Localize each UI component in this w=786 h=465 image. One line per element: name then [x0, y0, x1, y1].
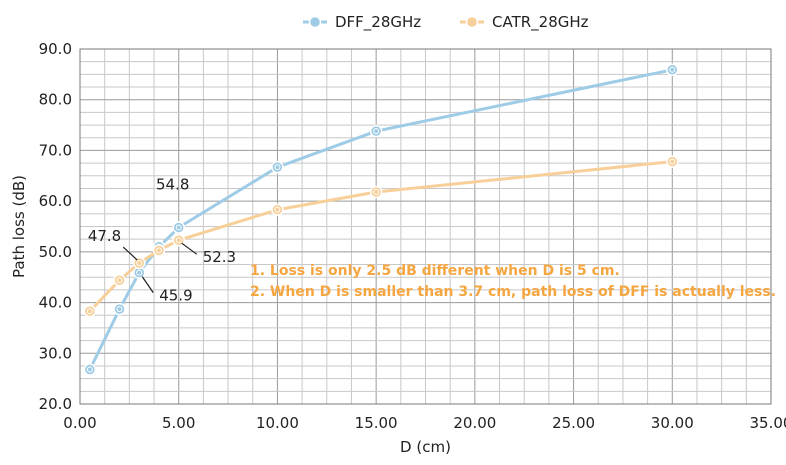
- data-labels: 54.8 47.8 52.3 45.9: [88, 176, 236, 305]
- y-axis-label: Path loss (dB): [10, 175, 28, 278]
- grid: [79, 48, 772, 405]
- data-point: [369, 124, 383, 138]
- data-point-center: [669, 158, 676, 165]
- data-point: [172, 233, 185, 247]
- x-tick-label: 30.00: [651, 414, 694, 432]
- x-tick-label: 35.00: [750, 414, 786, 432]
- legend-entry: DFF_28GHz: [335, 13, 421, 32]
- data-label: 45.9: [159, 287, 192, 305]
- y-tick-label: 90.0: [39, 40, 72, 58]
- data-point-center: [274, 206, 281, 213]
- series-layer: [83, 63, 679, 376]
- data-point-center: [669, 66, 676, 73]
- data-point: [113, 274, 126, 287]
- annotations: 1. Loss is only 2.5 dB different when D …: [250, 263, 776, 300]
- data-label-leader: [181, 242, 198, 255]
- data-point-center: [136, 260, 143, 267]
- data-point-center: [86, 308, 93, 315]
- y-tick-label: 80.0: [39, 91, 72, 109]
- data-label-leader: [141, 276, 154, 293]
- x-tick-label: 25.00: [552, 414, 595, 432]
- legend-swatch-marker: [465, 15, 479, 29]
- data-point-center: [274, 164, 281, 171]
- data-point: [152, 244, 166, 257]
- x-tick-label: 5.00: [162, 414, 195, 432]
- data-point: [113, 302, 126, 316]
- data-point: [271, 160, 284, 174]
- x-axis-label: D (cm): [400, 438, 451, 456]
- y-tick-label: 50.0: [39, 243, 72, 261]
- legend: DFF_28GHz CATR_28GHz: [303, 13, 589, 32]
- plot-border: [79, 48, 772, 405]
- legend-entry: CATR_28GHz: [492, 13, 589, 32]
- data-point-center: [86, 366, 93, 373]
- series-CATR_28GHz: [83, 155, 679, 318]
- data-point-center: [136, 269, 143, 276]
- data-point: [666, 63, 679, 77]
- data-point: [271, 203, 284, 217]
- data-point-center: [175, 237, 182, 244]
- data-point: [83, 304, 97, 318]
- data-point-center: [175, 224, 182, 231]
- axes: 20.0 30.0 40.0 50.0 60.0 70.0 80.0 90.0 0.00 5.00…: [39, 40, 786, 432]
- data-point-center: [373, 128, 380, 135]
- y-tick-label: 70.0: [39, 141, 72, 159]
- y-tick-label: 30.0: [39, 344, 72, 362]
- annotation-line: 2. When D is smaller than 3.7 cm, path l…: [250, 284, 776, 300]
- x-tick-label: 0.00: [63, 414, 96, 432]
- data-point-center: [116, 277, 123, 284]
- data-label-leader: [122, 246, 138, 261]
- data-label: 47.8: [88, 227, 121, 245]
- data-point-center: [373, 189, 380, 196]
- data-point-center: [116, 306, 123, 313]
- data-point: [172, 221, 185, 234]
- legend-swatch-marker: [308, 15, 322, 29]
- annotation-line: 1. Loss is only 2.5 dB different when D …: [250, 263, 620, 279]
- series-line: [88, 68, 673, 371]
- data-point-center: [155, 247, 162, 254]
- x-tick-label: 10.00: [256, 414, 299, 432]
- y-tick-label: 60.0: [39, 192, 72, 210]
- y-tick-label: 40.0: [39, 294, 72, 312]
- data-point: [132, 256, 146, 270]
- data-point: [666, 155, 679, 168]
- data-point: [83, 363, 97, 376]
- x-tick-label: 20.00: [453, 414, 496, 432]
- data-label: 52.3: [203, 248, 236, 266]
- data-label: 54.8: [156, 176, 189, 194]
- data-point: [369, 185, 383, 199]
- x-tick-label: 15.00: [355, 414, 398, 432]
- y-tick-label: 20.0: [39, 395, 72, 413]
